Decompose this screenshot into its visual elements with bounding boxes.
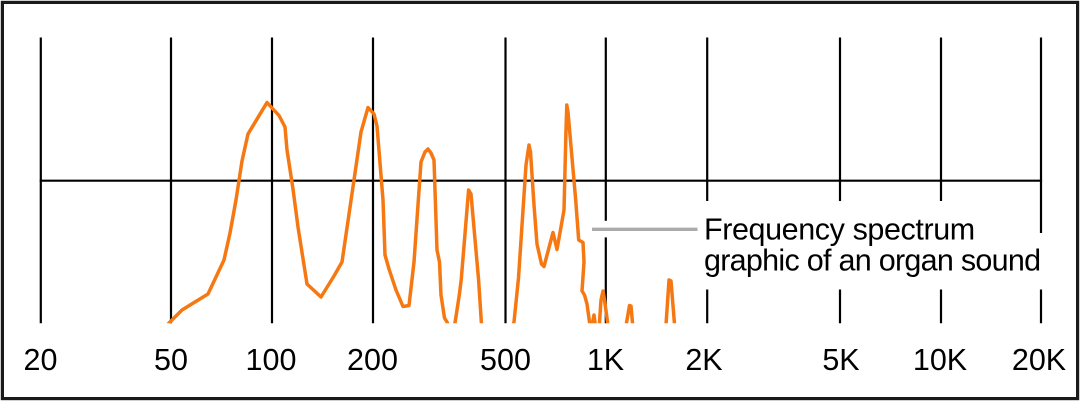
svg-text:50: 50 xyxy=(154,343,188,377)
svg-text:5K: 5K xyxy=(822,343,859,377)
svg-text:20K: 20K xyxy=(1012,343,1066,377)
svg-text:500: 500 xyxy=(480,343,531,377)
svg-text:Frequency spectrum: Frequency spectrum xyxy=(704,212,975,246)
svg-text:10K: 10K xyxy=(913,343,967,377)
svg-text:2K: 2K xyxy=(685,343,722,377)
svg-text:graphic of an organ sound: graphic of an organ sound xyxy=(704,243,1040,277)
svg-text:1K: 1K xyxy=(587,343,624,377)
svg-text:200: 200 xyxy=(347,343,398,377)
svg-text:100: 100 xyxy=(246,343,297,377)
svg-text:20: 20 xyxy=(24,343,58,377)
